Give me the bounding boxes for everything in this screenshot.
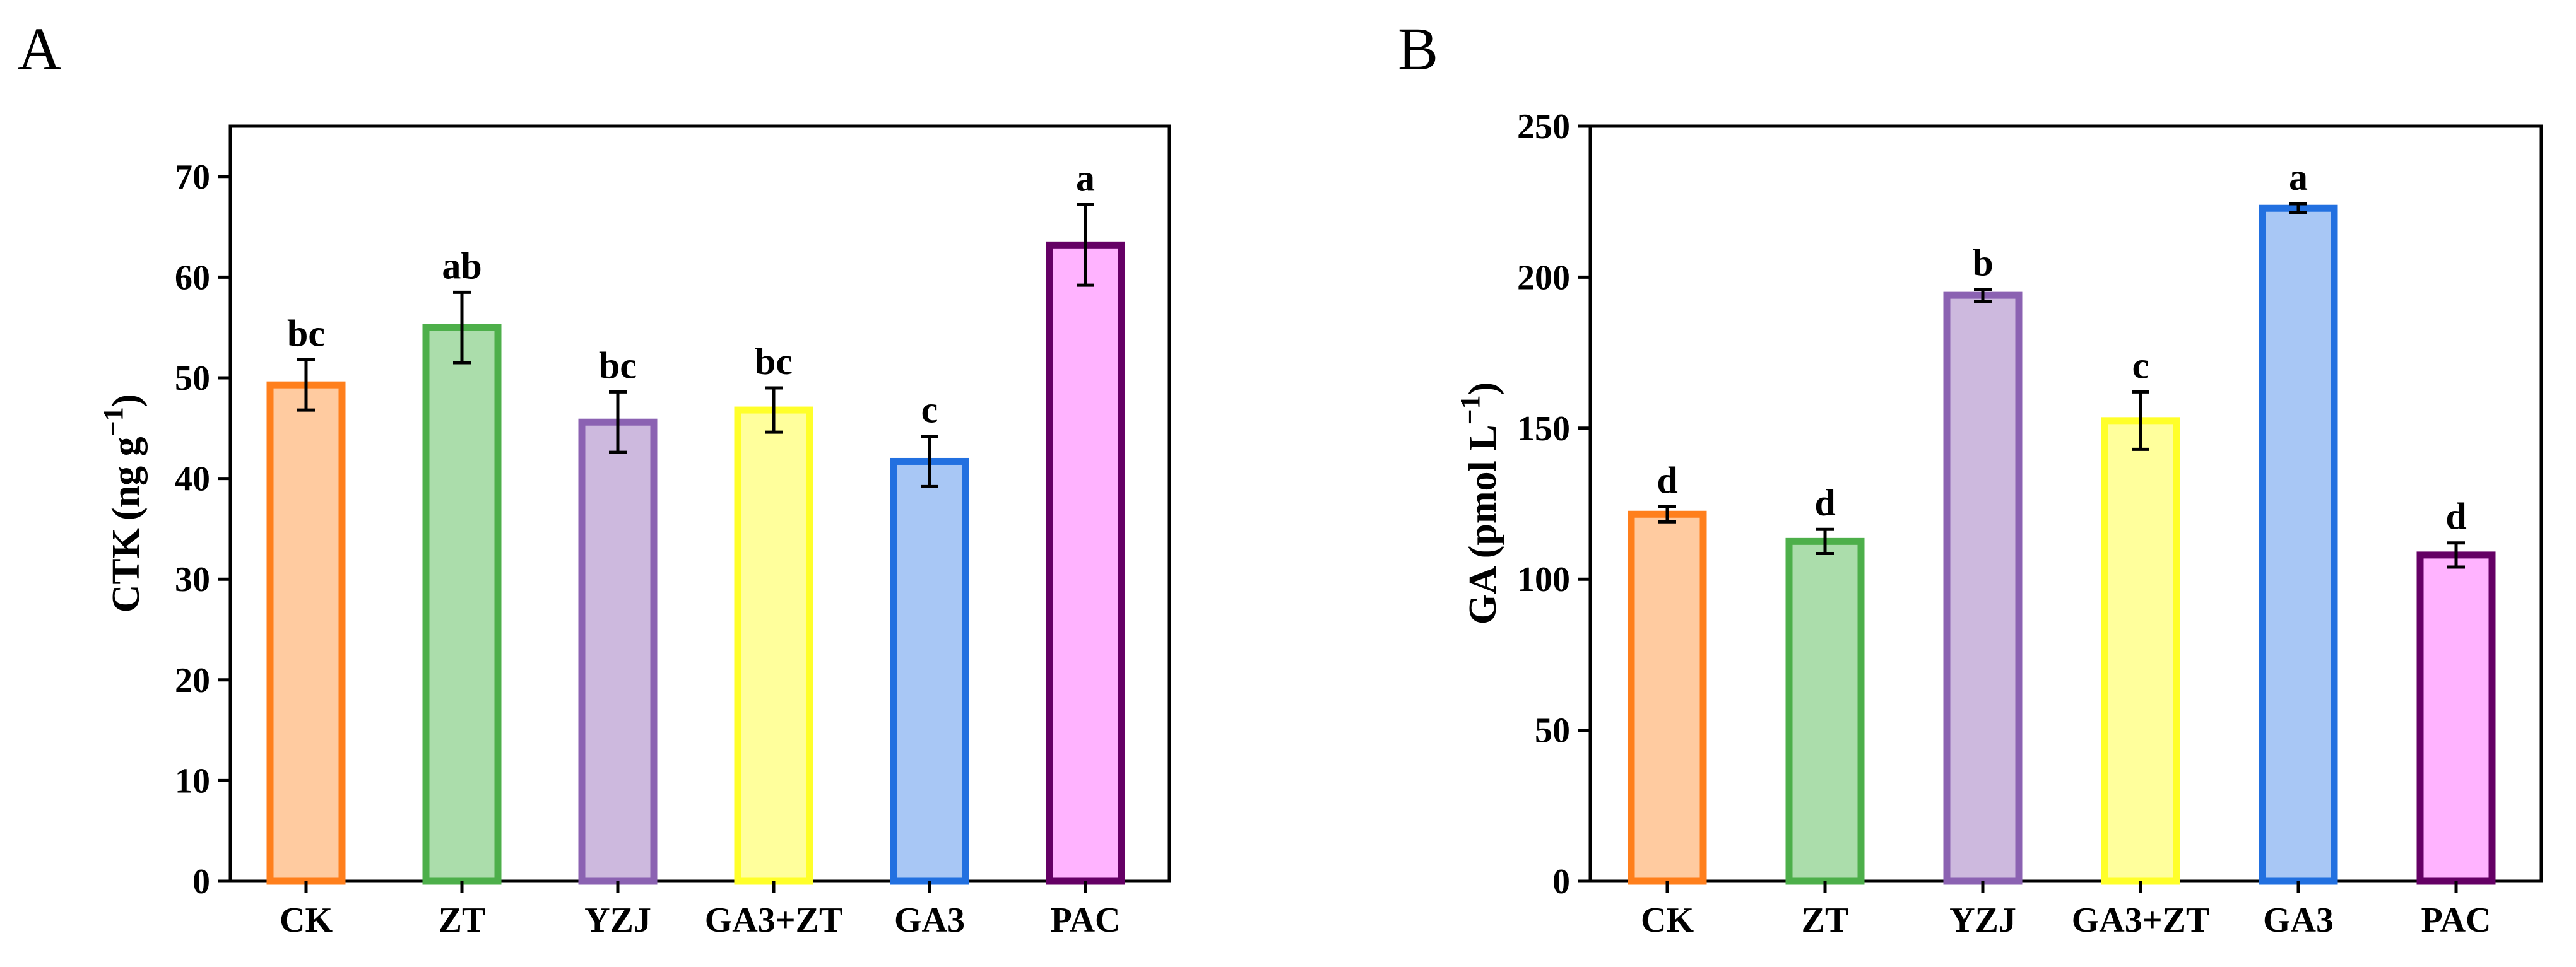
error-bar-b-0 [1658,505,1676,524]
panel-label-b: B [1398,15,1438,83]
x-tick-label-a-3: GA3+ZT [705,901,843,940]
y-axis-label-a-main: CTK [105,528,148,612]
error-bar-a-0 [297,358,315,412]
bar-b-3 [2101,417,2180,885]
bar-a-4 [890,457,969,885]
significance-label-b-0: d [1657,459,1677,501]
significance-label-a-5: a [1076,157,1095,199]
x-tick-label-b-2: YZJ [1949,901,2016,940]
y-tick-label-a-1: 10 [175,761,210,800]
y-axis-a: 0 10 20 30 40 50 60 70 [175,158,230,901]
y-tick-label-a-7: 70 [175,158,210,197]
bar-b-1 [1785,537,1865,885]
y-tick-label-a-6: 60 [175,258,210,297]
bar-a-0 [266,381,346,885]
y-tick-label-a-2: 20 [175,661,210,700]
bar-b-5 [2416,551,2496,885]
error-bar-a-4 [921,435,938,488]
y-axis-label-a-close: ) [105,394,148,407]
x-axis-b: CK ZT YZJ GA3+ZT GA3 PAC [1641,881,2491,940]
y-tick-label-b-3: 150 [1517,409,1570,448]
y-axis-label-a-units: (ng g [105,437,148,520]
significance-label-b-2: b [1972,242,1993,284]
y-tick-label-a-4: 40 [175,460,210,499]
significance-label-a-1: ab [442,245,482,286]
y-axis-label-b-units: (pmol L [1462,425,1504,558]
significance-label-b-4: a [2289,156,2308,198]
error-bar-a-1 [453,290,471,365]
bars-b: d d b c a d [1628,156,2496,885]
y-tick-label-a-5: 50 [175,359,210,398]
significance-label-a-0: bc [287,312,325,354]
bar-b-2 [1943,291,2023,885]
y-axis-label-a: CTK (ng g−1) [98,394,148,613]
plot-frame-a [228,124,1171,883]
x-tick-label-b-0: CK [1641,901,1694,940]
chart-panel-a: A bc ab bc bc c a 0 10 20 30 40 50 60 70 CK ZT YZJ GA3+… [18,15,1171,940]
y-axis-label-b-sup: −1 [1455,395,1486,425]
x-tick-label-b-5: PAC [2421,901,2491,940]
significance-label-b-5: d [2445,496,2466,537]
y-tick-label-b-0: 0 [1552,862,1570,901]
error-bar-b-5 [2447,541,2465,569]
error-bar-a-2 [609,390,627,454]
panel-label-a: A [18,15,61,83]
error-bar-a-3 [765,386,783,434]
chart-panel-b: B d d b c a d 0 50 100 150 200 250 CK ZT YZJ GA3+ZT GA… [1398,15,2543,940]
error-bar-b-3 [2132,390,2149,451]
bar-b-0 [1628,510,1707,885]
y-tick-label-b-5: 250 [1517,107,1570,146]
bar-a-5 [1046,241,1125,885]
x-tick-label-b-4: GA3 [2263,901,2334,940]
significance-label-a-4: c [921,389,938,431]
error-bar-b-1 [1816,527,1834,556]
y-axis-label-b-close: ) [1462,382,1504,396]
x-tick-label-a-4: GA3 [894,901,965,940]
x-tick-label-a-1: ZT [439,901,486,940]
y-axis-b: 0 50 100 150 200 250 [1517,107,1590,901]
y-axis-label-b: GA (pmol L−1) [1455,382,1504,625]
significance-label-b-3: c [2132,344,2149,386]
significance-label-b-1: d [1814,482,1835,524]
x-tick-label-a-0: CK [280,901,333,940]
x-tick-label-b-3: GA3+ZT [2072,901,2210,940]
y-axis-label-a-sup: −1 [98,407,129,437]
bar-a-3 [734,406,813,885]
bars-a: bc ab bc bc c a [266,157,1125,885]
y-axis-label-b-main: GA [1462,566,1504,624]
x-axis-a: CK ZT YZJ GA3+ZT GA3 PAC [280,881,1120,940]
y-tick-label-b-2: 100 [1517,560,1570,599]
x-tick-label-a-2: YZJ [584,901,651,940]
y-tick-label-b-1: 50 [1535,712,1570,751]
significance-label-a-2: bc [599,344,637,386]
error-bar-b-2 [1974,288,1992,303]
bar-b-4 [2259,204,2338,885]
bar-a-1 [422,324,502,885]
x-tick-label-b-1: ZT [1802,901,1849,940]
error-bar-b-4 [2289,202,2307,214]
y-tick-label-a-0: 0 [192,862,210,901]
significance-label-a-3: bc [755,341,793,382]
x-tick-label-a-5: PAC [1051,901,1121,940]
bar-a-2 [578,418,658,885]
plot-frame-b [1588,124,2543,883]
y-tick-label-a-3: 30 [175,560,210,599]
y-tick-label-b-4: 200 [1517,258,1570,297]
error-bar-a-5 [1077,202,1094,287]
